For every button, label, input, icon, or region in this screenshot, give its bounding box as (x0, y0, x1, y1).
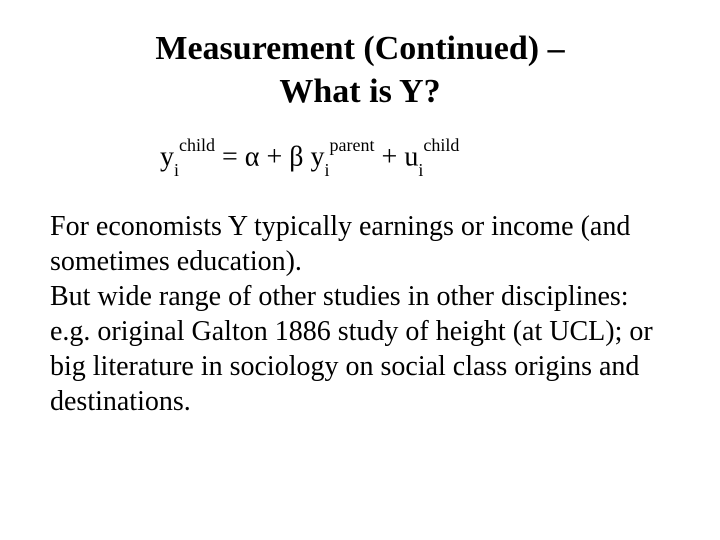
eq-y2: y (311, 141, 325, 172)
eq-plus: + (375, 141, 405, 172)
eq-child1: child (179, 135, 215, 155)
eq-u: u (404, 141, 418, 172)
eq-i1: i (174, 160, 179, 180)
slide: Measurement (Continued) – What is Y? yic… (0, 0, 720, 540)
equation: yichild = α + β yiparent + uichild (160, 137, 680, 179)
title-line-1: Measurement (Continued) – (155, 30, 564, 67)
eq-parent: parent (330, 135, 375, 155)
eq-i2: i (325, 160, 330, 180)
eq-i3: i (418, 160, 423, 180)
slide-title: Measurement (Continued) – What is Y? (40, 28, 680, 113)
paragraph-1: For economists Y typically earnings or i… (50, 209, 670, 279)
title-line-2: What is Y? (279, 73, 440, 110)
eq-y1: y (160, 141, 174, 172)
paragraph-2: But wide range of other studies in other… (50, 279, 670, 419)
eq-alpha-beta: = α + β (215, 141, 311, 172)
eq-child2: child (423, 135, 459, 155)
body-text: For economists Y typically earnings or i… (50, 209, 670, 419)
